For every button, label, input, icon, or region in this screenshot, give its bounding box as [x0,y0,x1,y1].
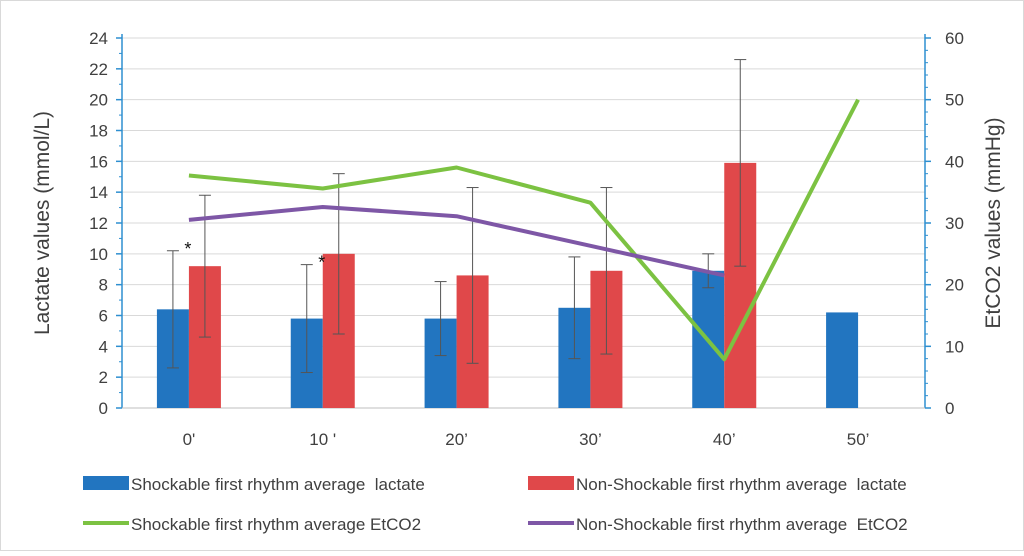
axes: 0246810121416182022240102030405060Lactat… [31,29,1005,449]
left-axis-tick-label: 10 [89,245,108,264]
bars [156,59,859,408]
x-axis-category-label: 10 ' [309,430,336,449]
left-axis-title: Lactate values (mmol/L) [31,111,54,335]
legend-label: Shockable first rhythm average EtCO2 [131,515,421,534]
left-axis-tick-label: 4 [99,337,108,356]
x-axis-category-label: 20’ [445,430,468,449]
series-line [188,98,860,362]
lines [188,98,860,362]
right-axis-title: EtCO2 values (mmHg) [982,117,1005,328]
right-axis-tick-label: 10 [945,337,964,356]
gridlines [122,37,925,378]
left-axis-tick-label: 22 [89,60,108,79]
left-axis-tick-label: 14 [89,183,108,202]
left-axis-tick-label: 12 [89,214,108,233]
right-axis-tick-label: 50 [945,91,964,110]
significance-annotation: * [184,239,191,259]
labels: ** [184,239,325,273]
x-axis-category-label: 0' [183,430,196,449]
legend-label: Non-Shockable first rhythm average EtCO2 [576,515,908,534]
legend-swatch [528,476,574,490]
legend-label: Non-Shockable first rhythm average lacta… [576,475,907,494]
left-axis-tick-label: 16 [89,152,108,171]
x-axis-category-label: 40’ [713,430,736,449]
left-axis-tick-label: 18 [89,122,108,141]
bar [826,312,859,408]
left-axis-tick-label: 6 [99,307,108,326]
series-line [188,204,725,278]
left-axis-tick-label: 2 [99,368,108,387]
right-axis-tick-label: 0 [945,399,954,418]
x-axis-category-label: 30’ [579,430,602,449]
left-axis-tick-label: 8 [99,276,108,295]
right-axis-tick-label: 40 [945,152,964,171]
right-axis-tick-label: 20 [945,276,964,295]
right-axis-tick-label: 30 [945,214,964,233]
left-axis-tick-label: 0 [99,399,108,418]
significance-annotation: * [318,253,325,273]
right-axis-tick-label: 60 [945,29,964,48]
legend: Shockable first rhythm average lactate No… [83,475,908,534]
left-axis-tick-label: 24 [89,29,108,48]
left-axis-tick-label: 20 [89,91,108,110]
legend-swatch [83,476,129,490]
legend-label: Shockable first rhythm average lactate [131,475,425,494]
x-axis-category-label: 50’ [847,430,870,449]
